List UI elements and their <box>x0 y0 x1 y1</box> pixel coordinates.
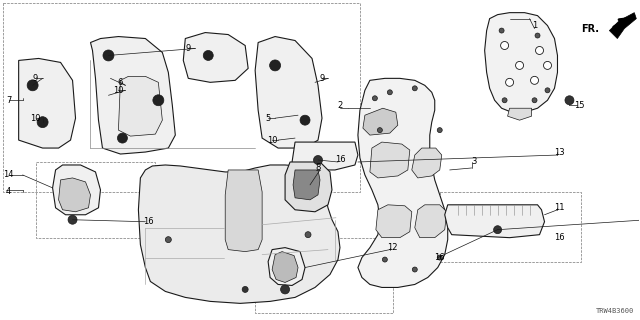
Text: 6: 6 <box>118 78 123 87</box>
Polygon shape <box>285 162 332 212</box>
Text: 16: 16 <box>335 156 345 164</box>
Polygon shape <box>370 142 410 178</box>
Text: 10: 10 <box>30 114 41 123</box>
Polygon shape <box>59 178 90 212</box>
Circle shape <box>412 267 417 272</box>
Circle shape <box>280 285 289 294</box>
Circle shape <box>165 237 172 243</box>
Circle shape <box>314 156 323 164</box>
Polygon shape <box>508 108 532 120</box>
Polygon shape <box>609 13 636 38</box>
Text: 14: 14 <box>3 171 14 180</box>
Circle shape <box>242 286 248 292</box>
Text: FR.: FR. <box>581 24 600 34</box>
Bar <box>440 192 581 261</box>
Polygon shape <box>118 76 163 136</box>
Circle shape <box>516 61 524 69</box>
Text: 9: 9 <box>33 74 38 83</box>
Circle shape <box>204 51 213 60</box>
Circle shape <box>437 255 442 260</box>
Polygon shape <box>90 36 175 154</box>
Circle shape <box>300 115 310 125</box>
Polygon shape <box>183 33 248 82</box>
Circle shape <box>27 80 38 91</box>
Circle shape <box>502 98 507 103</box>
Text: 11: 11 <box>554 203 564 212</box>
Circle shape <box>269 60 280 71</box>
Circle shape <box>536 46 543 54</box>
Circle shape <box>535 33 540 38</box>
Polygon shape <box>225 170 262 252</box>
Polygon shape <box>376 205 412 238</box>
Bar <box>255 238 393 313</box>
Circle shape <box>500 42 509 50</box>
Text: 16: 16 <box>554 233 564 242</box>
Polygon shape <box>445 205 545 238</box>
Bar <box>36 162 156 238</box>
Polygon shape <box>52 165 100 215</box>
Text: TRW4B3600: TRW4B3600 <box>596 308 634 314</box>
Polygon shape <box>293 170 320 200</box>
Circle shape <box>68 215 77 224</box>
Text: 7: 7 <box>6 96 12 105</box>
Polygon shape <box>19 59 76 148</box>
Polygon shape <box>292 142 358 170</box>
Text: 15: 15 <box>574 101 585 110</box>
Text: 10: 10 <box>113 86 124 95</box>
Circle shape <box>506 78 513 86</box>
Circle shape <box>387 90 392 95</box>
Circle shape <box>378 128 382 132</box>
Circle shape <box>118 133 127 143</box>
Text: 16: 16 <box>435 253 445 262</box>
Circle shape <box>305 232 311 238</box>
Circle shape <box>543 61 552 69</box>
Polygon shape <box>358 78 448 287</box>
Circle shape <box>531 76 538 84</box>
Text: 9: 9 <box>319 74 324 83</box>
Circle shape <box>382 257 387 262</box>
Polygon shape <box>255 36 322 148</box>
Circle shape <box>37 117 48 128</box>
Circle shape <box>545 88 550 93</box>
Circle shape <box>493 226 502 234</box>
Text: 12: 12 <box>387 243 397 252</box>
Polygon shape <box>268 248 305 285</box>
Polygon shape <box>272 252 298 283</box>
Bar <box>3 3 360 192</box>
Text: 13: 13 <box>554 148 564 156</box>
Circle shape <box>437 128 442 132</box>
Text: 10: 10 <box>267 136 277 145</box>
Circle shape <box>153 95 164 106</box>
Text: 3: 3 <box>471 157 476 166</box>
Text: 9: 9 <box>186 44 191 53</box>
Circle shape <box>565 96 574 105</box>
Polygon shape <box>484 13 557 112</box>
Polygon shape <box>138 165 340 303</box>
Text: 4: 4 <box>6 188 12 196</box>
Circle shape <box>412 86 417 91</box>
Circle shape <box>103 50 114 61</box>
Circle shape <box>499 28 504 33</box>
Polygon shape <box>363 108 398 135</box>
Text: 8: 8 <box>316 164 321 172</box>
Circle shape <box>372 96 378 101</box>
Text: 2: 2 <box>337 101 342 110</box>
Polygon shape <box>412 148 442 178</box>
Text: 1: 1 <box>532 21 537 30</box>
Text: 16: 16 <box>143 217 154 226</box>
Polygon shape <box>415 205 447 238</box>
Circle shape <box>532 98 537 103</box>
Text: 5: 5 <box>266 114 271 123</box>
